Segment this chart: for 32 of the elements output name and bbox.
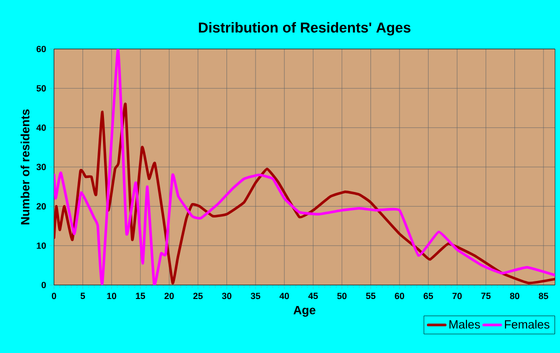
y-tick-label: 40 [36, 124, 46, 131]
x-tick-label: 80 [510, 292, 520, 300]
y-tick-label: 60 [36, 46, 46, 52]
x-tick-label: 60 [394, 292, 404, 300]
x-tick-label: 5 [80, 292, 86, 300]
x-tick-label: 85 [538, 292, 548, 300]
x-tick-label: 70 [452, 292, 462, 300]
y-axis-title: Number of residents [20, 109, 30, 224]
y-tick-label: 0 [42, 282, 46, 288]
x-axis-title: Age [294, 306, 316, 317]
x-tick-label: 35 [250, 292, 260, 300]
x-tick-label: 75 [481, 292, 491, 300]
y-tick-label: 20 [36, 203, 46, 210]
x-tick-label: 55 [366, 292, 376, 300]
x-tick-label: 20 [164, 292, 174, 300]
legend-label: Females [504, 320, 550, 329]
x-tick-label: 50 [337, 292, 347, 300]
x-tick-label: 15 [136, 292, 146, 300]
legend-label: Males [449, 320, 480, 329]
x-tick-label: 45 [308, 292, 318, 300]
line-series [54, 102, 556, 284]
x-tick-label: 10 [107, 292, 116, 300]
x-tick-label: 25 [193, 292, 203, 300]
y-tick-label: 10 [36, 242, 46, 249]
y-tick-label: 50 [36, 85, 46, 92]
x-tick-label: 30 [222, 292, 232, 300]
chart-title: Distribution of Residents' Ages [198, 22, 410, 36]
x-tick-label: 40 [280, 292, 289, 300]
x-tick-label: 65 [424, 292, 434, 300]
y-tick-label: 30 [36, 164, 46, 170]
x-tick-label: 0 [52, 292, 56, 300]
line-series [54, 48, 556, 285]
